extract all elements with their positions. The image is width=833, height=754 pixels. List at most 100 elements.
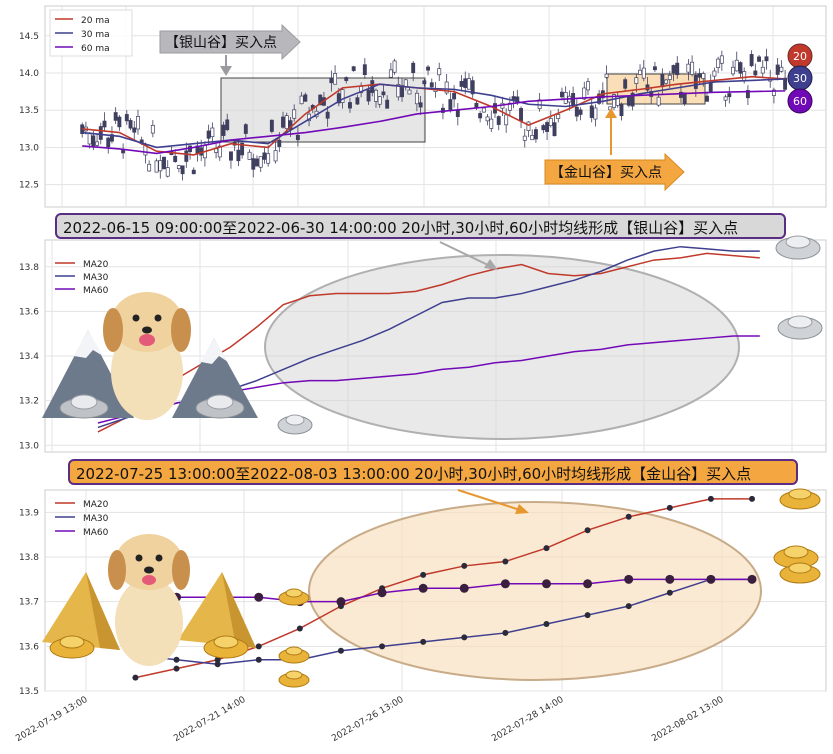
candle-body — [400, 85, 404, 98]
candle-body — [240, 142, 245, 156]
candle-body — [318, 94, 323, 106]
candle-body — [545, 122, 550, 132]
data-point-ma20 — [132, 674, 139, 681]
candle-body — [574, 106, 579, 117]
candle-body — [355, 97, 360, 105]
candle-body — [455, 110, 460, 117]
candle-body — [563, 92, 568, 104]
candle-body — [162, 156, 166, 170]
candle-body — [136, 116, 140, 130]
candle-body — [526, 121, 531, 131]
data-point-ma20 — [543, 545, 550, 552]
candle-body — [255, 158, 259, 167]
candle-body — [269, 119, 274, 132]
candle-body — [299, 95, 304, 105]
data-point-ma60 — [747, 574, 757, 584]
gold-xticks: 2022-07-19 13:00 2022-07-21 14:00 2022-07-… — [14, 695, 725, 744]
y-tick-label: 13.4 — [19, 352, 39, 362]
candle-body — [210, 127, 215, 138]
candle-body — [504, 114, 509, 126]
candle-body — [712, 70, 717, 77]
data-point-ma60 — [541, 579, 551, 589]
candle-body — [519, 108, 523, 122]
candle-body — [452, 93, 457, 100]
badge-60-label: 60 — [793, 95, 807, 108]
candle-body — [630, 92, 635, 107]
gold-valley-region — [606, 73, 706, 105]
data-point-ma60 — [336, 597, 346, 607]
silver-arrow-head — [220, 66, 232, 76]
series-line-60ma — [82, 90, 786, 155]
candle-body — [705, 95, 709, 102]
gold-legend-label-ma60: MA60 — [83, 528, 109, 538]
gold-ingot-icon — [49, 488, 821, 688]
candle-body — [150, 125, 155, 134]
candle-body — [295, 134, 300, 141]
gold-pointer-head — [515, 504, 529, 514]
silver-buy-arrow: 【银山谷】买入点 — [159, 23, 301, 76]
badge-60 — [787, 88, 813, 114]
silver-legend-label-ma60: MA60 — [83, 286, 109, 296]
candle-body — [348, 102, 352, 109]
series-line-ma60 — [135, 578, 753, 603]
data-point-ma30 — [255, 656, 262, 663]
candle-body — [783, 77, 788, 90]
gold-ma-lines — [130, 495, 757, 681]
candle-body — [604, 73, 609, 78]
candle-body — [664, 79, 669, 84]
data-point-ma60 — [583, 579, 593, 589]
data-point-ma20 — [255, 643, 262, 650]
data-point-ma30 — [337, 647, 344, 654]
gold-arrow-label: 【金山谷】买入点 — [550, 165, 662, 181]
candle-body — [686, 63, 691, 73]
candle-body — [277, 139, 282, 147]
candle-body — [247, 151, 252, 160]
candle-body — [753, 70, 758, 76]
gold-legend-label-ma20: MA20 — [83, 500, 109, 510]
candle-body — [742, 71, 747, 81]
data-point-ma60 — [500, 579, 510, 589]
candle-body — [697, 73, 702, 78]
data-point-ma20 — [173, 665, 180, 672]
candle-body — [749, 54, 754, 67]
candle-body — [113, 112, 118, 121]
candle-body — [128, 120, 133, 129]
data-point-ma30 — [379, 643, 386, 650]
badge-30-label: 30 — [793, 72, 807, 85]
mountain-icon — [42, 330, 258, 418]
candle-body — [652, 66, 657, 71]
data-point-ma20 — [502, 558, 509, 565]
candle-body — [582, 87, 587, 100]
candle-body — [292, 109, 297, 119]
gold-pointer-line — [457, 489, 521, 511]
candle-body — [236, 149, 241, 162]
candle-body — [165, 167, 170, 177]
y-tick-label: 13.8 — [19, 263, 39, 273]
candle-body — [221, 124, 226, 136]
candle-body — [671, 65, 676, 74]
candle-body — [243, 124, 248, 134]
candle-body — [463, 78, 468, 88]
candle-body — [734, 59, 739, 72]
overview-yticks: 12.5 13.0 13.5 14.0 14.5 — [19, 32, 39, 191]
y-tick-label: 13.2 — [19, 397, 39, 407]
candle-body — [586, 81, 590, 91]
badge-20-label: 20 — [793, 50, 807, 63]
candle-body — [437, 68, 442, 76]
candle-body — [481, 107, 486, 113]
candle-body — [626, 95, 631, 106]
candle-body — [106, 137, 111, 148]
candle-body — [619, 104, 624, 117]
candle-body — [679, 91, 683, 98]
candle-body — [597, 93, 602, 104]
candle-body — [757, 56, 762, 62]
candle-body — [411, 62, 416, 74]
gold-pyramid-icon — [42, 572, 256, 650]
candle-body — [593, 107, 598, 120]
candle-body — [496, 116, 501, 125]
candle-body — [478, 113, 483, 119]
candle-body — [779, 66, 784, 72]
legend-label-ma30: 30 ma — [81, 30, 110, 40]
candle-body — [470, 80, 475, 95]
gold-buy-arrow: 【金山谷】买入点 — [544, 108, 685, 192]
